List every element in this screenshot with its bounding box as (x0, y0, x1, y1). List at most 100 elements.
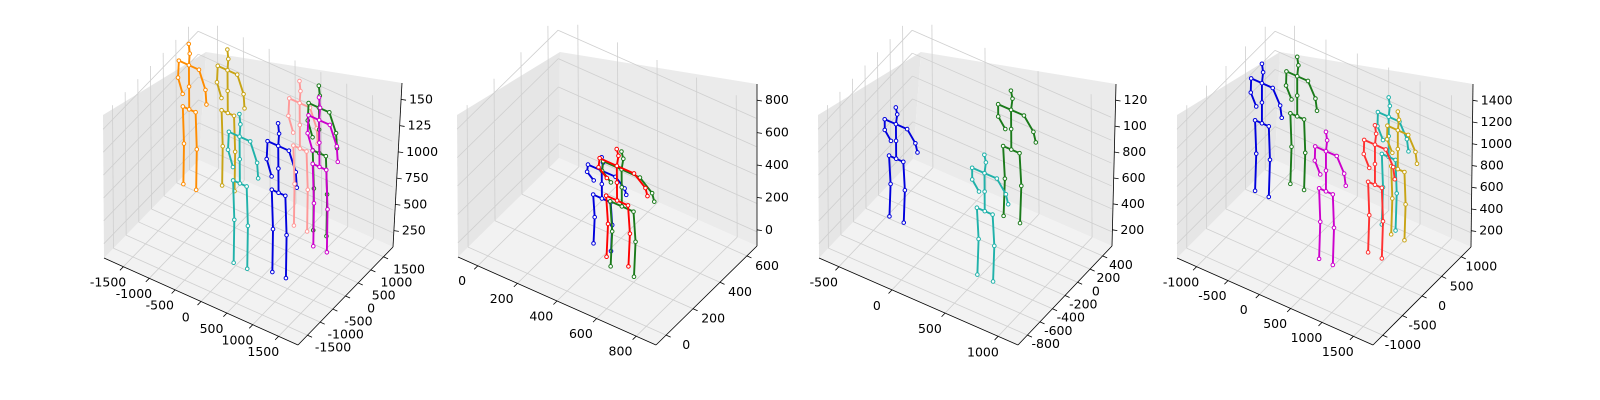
bone (902, 189, 906, 224)
joint (175, 75, 181, 80)
bone (1303, 118, 1307, 154)
joint (1390, 196, 1395, 201)
grid-line-y (494, 220, 694, 310)
bone (177, 59, 180, 79)
joint (283, 275, 289, 281)
joint (893, 105, 899, 110)
joint (995, 101, 1001, 107)
bone (1380, 186, 1384, 223)
joint (276, 190, 281, 196)
bone (1271, 87, 1282, 107)
joint (316, 83, 322, 89)
bone (256, 161, 260, 180)
bone (1362, 153, 1371, 169)
y-tick-label: -1000 (328, 327, 364, 342)
y-tick-mark (1077, 281, 1083, 285)
joint (893, 121, 899, 127)
x-tick-label: 0 (873, 298, 881, 313)
y-tick-label: -500 (1408, 318, 1436, 333)
joint (886, 153, 892, 158)
bone (638, 176, 654, 195)
joint (297, 78, 302, 84)
joint (1305, 78, 1311, 84)
grid-line-z (911, 29, 1112, 118)
joint (604, 175, 610, 181)
z-tick-mark (395, 203, 401, 206)
joint (335, 159, 341, 165)
joint (297, 100, 302, 106)
grid-line-x (931, 24, 934, 168)
joint (1017, 220, 1023, 226)
joint (1343, 183, 1349, 189)
y-tick-mark (307, 334, 313, 338)
joint (1393, 228, 1398, 233)
grid-line-y (112, 105, 114, 249)
joint (264, 156, 269, 162)
joint (196, 67, 202, 73)
y-tick-mark (665, 334, 671, 338)
x-tick-mark (1286, 308, 1291, 313)
grid-line-x (477, 166, 580, 267)
bone (1367, 180, 1371, 217)
joint (232, 149, 238, 155)
joint (645, 193, 650, 199)
bone (1285, 84, 1293, 101)
joint (1302, 150, 1308, 156)
joint (1248, 76, 1254, 81)
joint (186, 84, 192, 89)
joint (1395, 127, 1401, 133)
x-tick-mark (223, 312, 228, 317)
joint (286, 148, 292, 153)
grid-line-x (217, 25, 219, 169)
joint (1361, 151, 1367, 157)
joint (286, 96, 292, 101)
joint (590, 192, 596, 197)
joint (226, 56, 231, 62)
grid-line-z (457, 143, 560, 244)
joint (327, 110, 332, 115)
joint (1372, 142, 1378, 147)
joint (304, 149, 309, 154)
bone (598, 157, 618, 167)
joint (1323, 129, 1329, 135)
joint (649, 190, 655, 196)
bone (284, 194, 288, 237)
y-tick-label: 400 (1109, 257, 1133, 272)
grid-line-z (456, 29, 559, 130)
bone (246, 224, 249, 270)
joint (902, 187, 908, 193)
z-tick-label: 800 (1122, 144, 1146, 159)
grid-line-z (817, 30, 913, 130)
bone (1254, 152, 1258, 192)
bone (1384, 148, 1395, 168)
z-tick-label: 600 (1122, 170, 1146, 185)
y-tick-label: -1500 (315, 340, 351, 355)
bone (632, 210, 637, 243)
x-tick-label: 800 (609, 344, 633, 359)
y-tick-label: -500 (344, 314, 372, 329)
joint (225, 67, 230, 73)
z-tick-label: 400 (765, 157, 789, 172)
bone (1267, 125, 1271, 161)
y-axis-line (655, 245, 758, 346)
grid-line-z (1274, 107, 1472, 195)
joint (1403, 202, 1408, 207)
joint (290, 130, 296, 135)
bone (306, 188, 309, 233)
bone (1376, 125, 1384, 142)
z-tick-mark (1471, 165, 1477, 167)
joint (215, 63, 221, 69)
y-tick-mark (1064, 295, 1070, 298)
y-tick-mark (332, 308, 338, 312)
z-tick-mark (756, 197, 762, 199)
joint (990, 279, 996, 284)
joint (1259, 121, 1265, 126)
y-tick-label: 0 (1438, 298, 1446, 313)
z-tick-mark (1115, 99, 1121, 102)
joint (310, 161, 316, 167)
z-tick-label: 1000 (1480, 136, 1512, 151)
joint (254, 160, 260, 166)
bone (995, 177, 1007, 196)
joint (893, 156, 899, 162)
